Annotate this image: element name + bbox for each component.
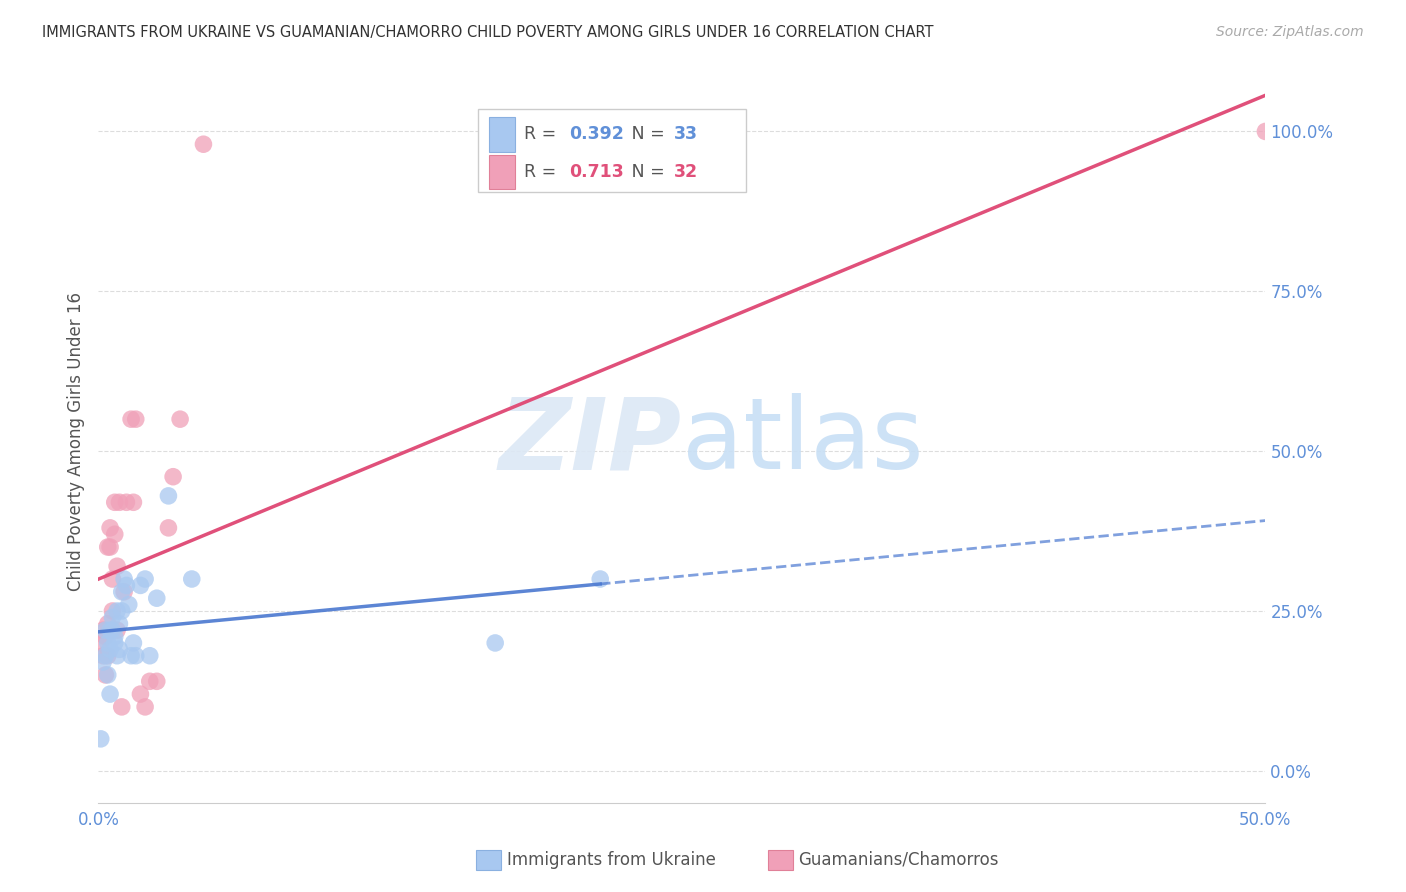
Point xyxy=(112,584,135,599)
Point xyxy=(112,572,135,586)
Point xyxy=(94,668,117,682)
Point xyxy=(108,642,131,657)
Text: R =: R = xyxy=(524,126,562,144)
Point xyxy=(157,521,180,535)
Text: N =: N = xyxy=(616,126,671,144)
Point xyxy=(139,648,162,663)
Point xyxy=(169,412,191,426)
Text: IMMIGRANTS FROM UKRAINE VS GUAMANIAN/CHAMORRO CHILD POVERTY AMONG GIRLS UNDER 16: IMMIGRANTS FROM UKRAINE VS GUAMANIAN/CHA… xyxy=(42,25,934,40)
Point xyxy=(98,687,121,701)
Point xyxy=(146,674,169,689)
Point xyxy=(125,412,148,426)
Point xyxy=(129,687,152,701)
Text: 0.713: 0.713 xyxy=(568,163,623,181)
Point xyxy=(104,636,127,650)
Point xyxy=(122,495,145,509)
Text: 33: 33 xyxy=(673,126,697,144)
Point xyxy=(104,630,127,644)
Point xyxy=(111,604,134,618)
Point xyxy=(97,648,120,663)
Point xyxy=(118,598,141,612)
Point xyxy=(134,699,156,714)
Y-axis label: Child Poverty Among Girls Under 16: Child Poverty Among Girls Under 16 xyxy=(66,292,84,591)
Point xyxy=(105,604,128,618)
Point xyxy=(97,636,120,650)
Point xyxy=(484,636,506,650)
Point xyxy=(105,623,128,637)
Point xyxy=(104,495,127,509)
Point xyxy=(104,527,127,541)
Point xyxy=(98,623,121,637)
Point xyxy=(105,648,128,663)
Point xyxy=(94,623,117,637)
Point xyxy=(101,610,124,624)
Point xyxy=(94,648,117,663)
Point xyxy=(111,699,134,714)
Point xyxy=(589,572,612,586)
Point xyxy=(193,137,215,152)
Text: 0.392: 0.392 xyxy=(568,126,624,144)
Point xyxy=(146,591,169,606)
Text: Guamanians/Chamorros: Guamanians/Chamorros xyxy=(799,851,1000,869)
Point xyxy=(101,623,124,637)
Text: 32: 32 xyxy=(673,163,697,181)
Point xyxy=(162,469,184,483)
FancyBboxPatch shape xyxy=(478,109,747,193)
Point xyxy=(91,655,114,669)
Point xyxy=(98,540,121,554)
Point xyxy=(120,648,142,663)
Point xyxy=(139,674,162,689)
Point xyxy=(97,616,120,631)
Point xyxy=(111,584,134,599)
Point xyxy=(97,540,120,554)
Point xyxy=(91,623,114,637)
Point xyxy=(122,636,145,650)
Text: Source: ZipAtlas.com: Source: ZipAtlas.com xyxy=(1216,25,1364,39)
Text: Immigrants from Ukraine: Immigrants from Ukraine xyxy=(508,851,716,869)
Point xyxy=(91,648,114,663)
Point xyxy=(98,642,121,657)
Point xyxy=(101,572,124,586)
Text: R =: R = xyxy=(524,163,562,181)
Point xyxy=(134,572,156,586)
Point xyxy=(105,559,128,574)
Point xyxy=(108,495,131,509)
Point xyxy=(157,489,180,503)
Point xyxy=(90,731,112,746)
Point xyxy=(120,412,142,426)
Point xyxy=(115,578,138,592)
Text: N =: N = xyxy=(616,163,671,181)
Point xyxy=(1254,124,1277,138)
Point xyxy=(97,668,120,682)
FancyBboxPatch shape xyxy=(489,117,515,152)
Point xyxy=(98,521,121,535)
Point xyxy=(115,495,138,509)
Point xyxy=(90,636,112,650)
Text: atlas: atlas xyxy=(682,393,924,490)
Text: ZIP: ZIP xyxy=(499,393,682,490)
Point xyxy=(101,604,124,618)
Point xyxy=(180,572,202,586)
Point xyxy=(125,648,148,663)
Point xyxy=(129,578,152,592)
FancyBboxPatch shape xyxy=(489,154,515,189)
Point xyxy=(94,630,117,644)
Point xyxy=(108,616,131,631)
